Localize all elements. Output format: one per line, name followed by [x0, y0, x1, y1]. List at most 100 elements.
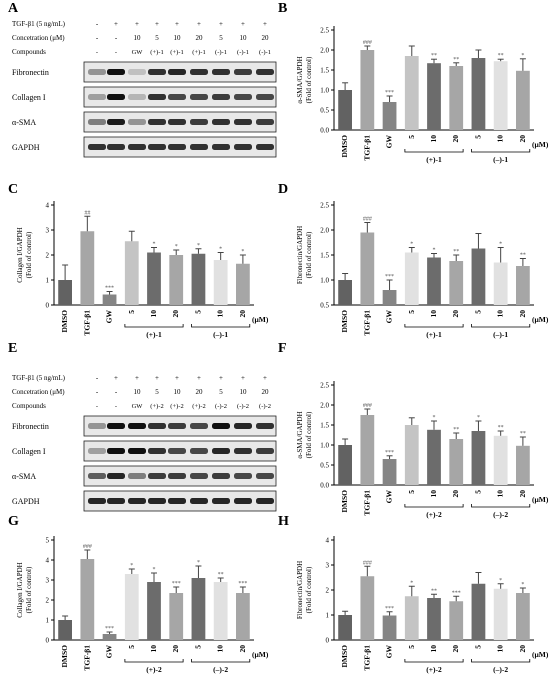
- blot-band: [88, 473, 106, 479]
- blot-band: [168, 423, 186, 429]
- significance-label: *: [197, 560, 200, 566]
- compound-mark: (-)-2: [237, 403, 249, 410]
- chart-f: 0.0 0.5 1.0 1.5 2.0 2.5 α-SMA/GAPDH (Fold of co…: [296, 381, 549, 519]
- bar: [427, 429, 441, 485]
- blot-band: [234, 473, 252, 479]
- y-axis-label: (Fold of control): [25, 231, 33, 278]
- category-label: 10: [216, 645, 225, 653]
- category-label: 20: [518, 310, 527, 318]
- significance-label: *: [410, 580, 413, 586]
- y-tick-label: 1.0: [320, 87, 329, 95]
- y-axis-label: (Fold of control): [25, 566, 33, 613]
- bar: [404, 596, 419, 640]
- significance-label: **: [431, 588, 437, 594]
- bar: [338, 445, 352, 485]
- category-label: 5: [193, 645, 202, 649]
- blot-band: [88, 94, 106, 100]
- treatment-mark: +: [175, 20, 179, 28]
- concentration-label: Concetration (μM): [12, 34, 65, 42]
- western-blot-panel-a: TGF-β1 (5 ng/mL) - + + + + + + + + Concetration (μ…: [12, 20, 277, 158]
- bar: [471, 583, 486, 640]
- group-label: (+)-2: [426, 665, 442, 674]
- concentration-mark: 20: [196, 34, 204, 42]
- concentration-mark: 10: [240, 388, 248, 396]
- concentration-mark: 5: [219, 34, 223, 42]
- bar: [338, 280, 352, 305]
- category-label: 10: [429, 490, 438, 498]
- significance-label: ***: [105, 286, 114, 292]
- chart-c: 0 1 2 3 4 Collagen I/GAPDH (Fold of control) DM…: [16, 201, 269, 339]
- blot-band: [148, 423, 166, 429]
- bar: [124, 574, 139, 640]
- significance-label: ***: [172, 581, 181, 587]
- significance-label: **: [431, 53, 437, 59]
- bar: [213, 260, 228, 305]
- y-tick-label: 1: [46, 617, 50, 625]
- category-label: 20: [171, 645, 180, 653]
- group-label: (–)-1: [493, 330, 508, 339]
- bar: [58, 620, 72, 640]
- group-bracket: [404, 659, 464, 663]
- panel-letter-a: A: [8, 1, 19, 16]
- panel-letter-g: G: [8, 514, 19, 529]
- blot-band: [234, 423, 252, 429]
- treatment-mark: +: [263, 20, 267, 28]
- y-axis-label: α-SMA/GAPDH: [296, 411, 304, 458]
- category-label: TGF-β1: [82, 645, 91, 671]
- category-label: 20: [518, 135, 527, 143]
- compound-mark: -: [96, 49, 98, 56]
- compound-mark: (+)-2: [170, 403, 183, 410]
- compound-mark: -: [96, 403, 98, 410]
- band-label: α-SMA: [12, 118, 36, 127]
- significance-label: *: [521, 53, 524, 59]
- significance-label: *: [153, 242, 156, 248]
- treatment-mark: +: [155, 374, 159, 382]
- y-tick-label: 4: [46, 202, 50, 210]
- blot-band: [234, 448, 252, 454]
- group-bracket: [471, 659, 531, 663]
- significance-label: *: [410, 242, 413, 248]
- blot-band: [168, 144, 186, 150]
- category-label: TGF-β1: [362, 645, 371, 671]
- blot-band: [256, 448, 274, 454]
- significance-label: **: [520, 431, 526, 437]
- significance-label: **: [498, 425, 504, 431]
- y-tick-label: 2.0: [320, 402, 329, 410]
- bar: [404, 252, 419, 305]
- category-label: 10: [149, 310, 158, 318]
- y-axis-label: (Fold of control): [305, 566, 313, 613]
- chart-g: 0 1 2 3 4 5 Collagen I/GAPDH (Fold of control) D…: [16, 536, 269, 674]
- bar: [360, 415, 375, 485]
- bar: [493, 435, 508, 485]
- blot-band: [168, 473, 186, 479]
- band-label: Fibronectin: [12, 422, 49, 431]
- category-label: 5: [127, 310, 136, 314]
- bar: [516, 593, 530, 640]
- y-tick-label: 2.5: [320, 382, 329, 390]
- blot-band: [168, 94, 186, 100]
- concentration-mark: -: [115, 34, 118, 42]
- category-label: GW: [105, 645, 114, 659]
- blot-band: [148, 94, 166, 100]
- unit-label: (μM): [252, 650, 269, 659]
- compound-mark: (+)-1: [170, 49, 183, 56]
- category-label: 10: [149, 645, 158, 653]
- group-bracket: [471, 504, 531, 508]
- blot-band: [168, 119, 186, 125]
- blot-band: [256, 498, 274, 504]
- band-label: GAPDH: [12, 497, 40, 506]
- category-label: 20: [451, 135, 460, 143]
- treatment-mark: +: [155, 20, 159, 28]
- bar: [147, 252, 161, 305]
- western-blot-panel-e: TGF-β1 (5 ng/mL) - + + + + + + + + Concetration (μ…: [12, 374, 277, 512]
- treatment-mark: +: [114, 20, 118, 28]
- bar: [236, 593, 250, 640]
- blot-band: [148, 448, 166, 454]
- compound-mark: (+)-2: [150, 403, 163, 410]
- blot-band: [148, 473, 166, 479]
- treatment-mark: +: [241, 20, 245, 28]
- y-axis-label: Fibronectin/GAPDH: [296, 226, 304, 284]
- category-label: 5: [193, 310, 202, 314]
- bar: [382, 290, 397, 305]
- significance-label: ###: [363, 560, 372, 566]
